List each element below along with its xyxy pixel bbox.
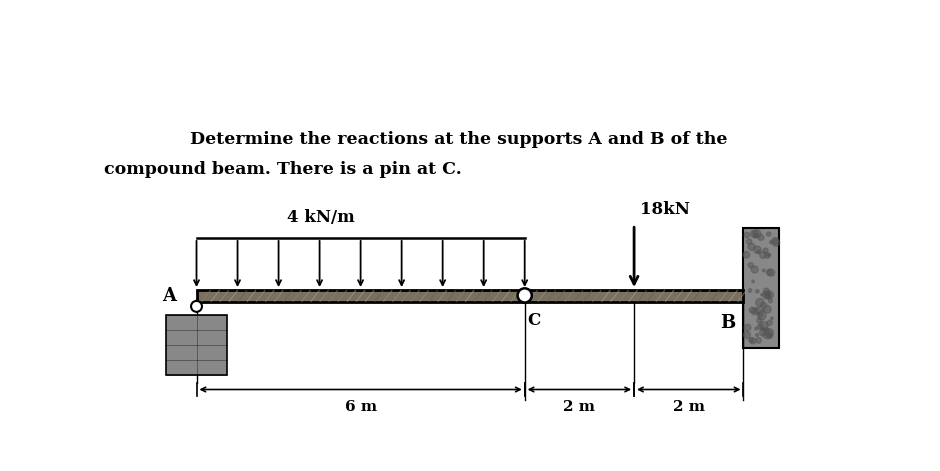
Circle shape [760, 252, 766, 259]
Circle shape [757, 318, 761, 323]
Circle shape [771, 317, 774, 320]
Circle shape [751, 266, 759, 273]
Circle shape [191, 301, 202, 312]
Circle shape [518, 288, 532, 302]
Circle shape [759, 312, 762, 317]
Text: B: B [720, 314, 735, 332]
Text: 4 kN/m: 4 kN/m [288, 209, 355, 226]
Text: compound beam. There is a pin at C.: compound beam. There is a pin at C. [103, 162, 462, 179]
Circle shape [761, 328, 765, 331]
Circle shape [765, 292, 771, 299]
Circle shape [753, 230, 760, 238]
Circle shape [748, 243, 755, 251]
Circle shape [751, 308, 758, 315]
Circle shape [763, 288, 769, 294]
Circle shape [756, 299, 764, 307]
Circle shape [756, 333, 759, 337]
Circle shape [750, 230, 758, 237]
Circle shape [749, 307, 756, 313]
Circle shape [758, 324, 763, 329]
Circle shape [755, 327, 758, 330]
Circle shape [744, 252, 750, 258]
Circle shape [763, 248, 768, 253]
Text: 2 m: 2 m [563, 400, 595, 414]
Text: C: C [527, 312, 540, 329]
Circle shape [768, 299, 773, 303]
Circle shape [763, 306, 771, 313]
Circle shape [744, 324, 751, 331]
Circle shape [765, 291, 774, 299]
Text: A: A [162, 287, 176, 305]
Circle shape [757, 250, 760, 253]
Circle shape [756, 338, 761, 343]
Circle shape [765, 329, 774, 337]
Circle shape [758, 235, 764, 241]
Circle shape [754, 234, 758, 238]
Circle shape [748, 263, 753, 268]
Circle shape [773, 239, 779, 246]
Circle shape [756, 290, 760, 293]
Bar [196, 290, 744, 302]
Text: 18kN: 18kN [639, 201, 689, 218]
Text: 6 m: 6 m [345, 400, 377, 414]
Circle shape [744, 332, 750, 338]
Circle shape [754, 246, 761, 253]
Circle shape [767, 320, 773, 325]
Text: 2 m: 2 m [673, 400, 705, 414]
Circle shape [765, 253, 770, 258]
Circle shape [744, 232, 749, 238]
Circle shape [762, 291, 770, 299]
Circle shape [761, 309, 764, 311]
Circle shape [766, 232, 771, 236]
Circle shape [770, 241, 773, 244]
Circle shape [760, 329, 766, 336]
Circle shape [763, 330, 772, 339]
Circle shape [755, 308, 760, 314]
Circle shape [772, 237, 778, 244]
Circle shape [760, 302, 767, 309]
Text: Determine the reactions at the supports A and B of the: Determine the reactions at the supports … [190, 131, 728, 148]
Circle shape [748, 289, 752, 292]
Bar [166, 315, 227, 375]
Bar [744, 227, 779, 348]
Circle shape [748, 338, 754, 342]
Circle shape [750, 338, 756, 344]
Circle shape [758, 312, 766, 320]
Circle shape [760, 293, 763, 296]
Circle shape [746, 239, 752, 244]
Circle shape [762, 269, 765, 272]
Circle shape [765, 327, 769, 331]
Circle shape [752, 280, 755, 283]
Circle shape [766, 292, 770, 296]
Circle shape [766, 269, 772, 275]
Circle shape [768, 253, 771, 256]
Circle shape [767, 333, 773, 338]
Circle shape [760, 322, 768, 330]
Circle shape [768, 269, 775, 276]
